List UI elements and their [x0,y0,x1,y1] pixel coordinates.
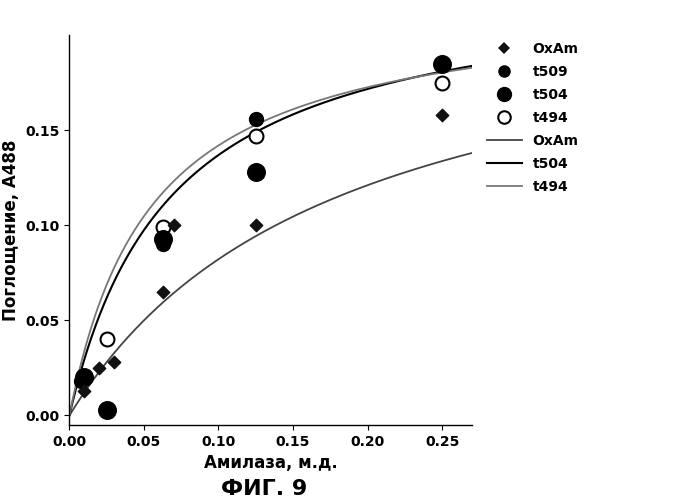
Point [78,374,90,382]
Point [251,168,262,176]
Point [158,223,169,231]
Point [158,240,169,248]
Point [78,374,90,382]
Point [76,377,87,385]
Point [158,234,169,242]
Point [437,60,448,68]
Point [158,288,169,296]
Point [437,60,448,68]
Point [101,406,112,414]
Point [251,221,262,229]
Point [437,111,448,119]
Point [251,114,262,122]
Point [101,406,112,414]
Point [251,132,262,140]
Legend: OxAm, t509, t504, t494, OxAm, t504, t494: OxAm, t509, t504, t494, OxAm, t504, t494 [487,42,579,194]
Text: ФИГ. 9: ФИГ. 9 [221,479,307,499]
X-axis label: Амилаза, м.д.: Амилаза, м.д. [204,454,337,472]
Point [78,387,90,395]
Point [108,358,119,366]
Point [101,336,112,344]
Point [168,221,179,229]
Point [94,364,105,372]
Point [437,78,448,86]
Y-axis label: Поглощение, А488: Поглощение, А488 [2,140,19,320]
